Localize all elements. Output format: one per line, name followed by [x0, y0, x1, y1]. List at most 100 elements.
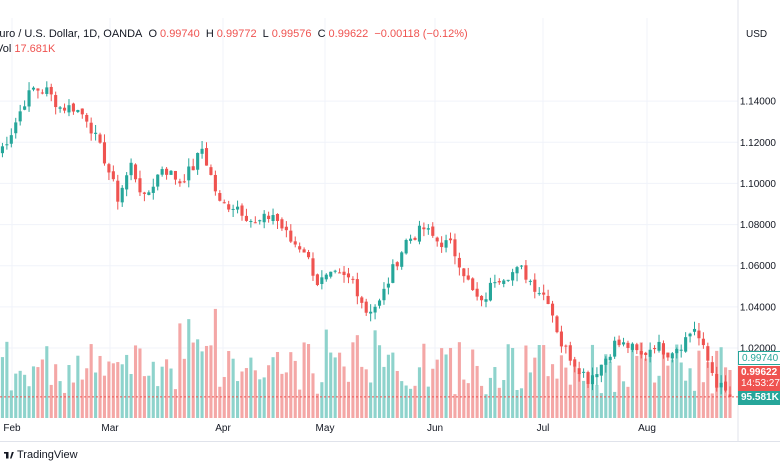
- candle-body: [688, 333, 692, 337]
- candle-body: [559, 331, 563, 347]
- volume-bar: [27, 386, 31, 418]
- candle-body: [360, 297, 364, 303]
- volume-bar: [40, 359, 44, 418]
- candle-body: [107, 164, 111, 173]
- candle-body: [36, 88, 40, 91]
- candle-body: [404, 239, 408, 254]
- candle-body: [142, 192, 146, 194]
- volume-bar: [280, 373, 284, 418]
- volume-bar: [200, 351, 204, 418]
- volume-bar: [639, 342, 643, 418]
- candle-body: [706, 346, 710, 361]
- volume-bar: [302, 342, 306, 418]
- volume-bar: [9, 390, 13, 418]
- branding[interactable]: TradingView: [4, 449, 78, 461]
- volume-bar: [76, 355, 80, 418]
- volume-bar: [98, 355, 102, 418]
- time-tick-label: Aug: [638, 423, 656, 434]
- volume-bar: [275, 351, 280, 418]
- candle-body: [617, 339, 621, 346]
- candle-body: [89, 122, 93, 134]
- candle-body: [661, 343, 666, 355]
- volume-bar: [511, 347, 515, 418]
- volume-bar: [227, 351, 231, 418]
- volume-bar: [613, 391, 617, 418]
- volume-bar: [582, 380, 586, 418]
- volume-bar: [453, 394, 457, 418]
- volume-bar: [125, 354, 129, 418]
- volume-bar: [120, 364, 124, 418]
- volume-bar: [89, 344, 93, 418]
- price-tick-label: 1.10000: [740, 179, 777, 190]
- volume-bar: [542, 345, 546, 418]
- candle-body: [173, 170, 178, 180]
- candle-body: [31, 87, 36, 90]
- volume-bar: [706, 362, 710, 418]
- volume-bar: [36, 367, 40, 418]
- volume-bar: [311, 373, 315, 418]
- time-tick-label: Feb: [3, 423, 21, 434]
- volume-bar: [320, 382, 324, 418]
- volume-bar: [555, 378, 559, 418]
- symbol-legend: Euro / U.S. Dollar, 1D, OANDA O 0.99740 H…: [0, 28, 471, 40]
- candle-body: [253, 222, 257, 224]
- candle-body: [621, 342, 626, 345]
- volume-bar: [151, 361, 155, 418]
- volume-bar: [528, 372, 532, 418]
- volume-bar: [577, 372, 581, 418]
- volume-bar: [413, 385, 417, 418]
- volume-bar: [116, 362, 120, 418]
- candle-body: [493, 282, 497, 284]
- candle-body: [497, 281, 501, 283]
- volume-bar: [644, 358, 648, 418]
- candle-body: [275, 213, 280, 222]
- candle-body: [133, 164, 138, 180]
- price-tick-label: 1.06000: [740, 261, 777, 272]
- branding-text: TradingView: [17, 449, 78, 461]
- candle-body: [626, 342, 630, 348]
- candle-body: [435, 237, 439, 242]
- volume-bar: [267, 365, 271, 418]
- candle-body: [67, 105, 71, 113]
- candle-body: [555, 316, 559, 333]
- candle-body: [138, 178, 142, 193]
- volume-bar: [608, 361, 612, 418]
- volume-bar: [595, 384, 599, 418]
- volume-bar: [284, 372, 288, 418]
- candle-body: [14, 122, 18, 134]
- time-tick-label: Jul: [537, 423, 550, 434]
- volume-bar: [431, 368, 435, 418]
- volume-bar: [289, 352, 293, 418]
- volume-bar: [54, 364, 58, 418]
- candle-body: [111, 171, 115, 180]
- volume-bar: [355, 335, 359, 418]
- volume-bar: [404, 385, 408, 418]
- volume-bar: [471, 349, 475, 418]
- candle-body: [200, 148, 204, 154]
- volume-bar: [94, 372, 98, 418]
- candle-body: [129, 162, 133, 176]
- candle-body: [94, 132, 98, 134]
- candle-body: [466, 275, 470, 280]
- candle-body: [639, 351, 643, 355]
- candle-body: [426, 228, 430, 230]
- volume-bar: [107, 361, 111, 418]
- candle-body: [524, 265, 528, 280]
- currency-label: USD: [746, 29, 768, 40]
- candle-body: [590, 375, 595, 385]
- candle-body: [564, 345, 568, 347]
- candle-body: [613, 340, 617, 357]
- volume-bar: [621, 381, 626, 418]
- volume-bar: [218, 386, 222, 418]
- candle-body: [391, 264, 395, 283]
- chart-grid: [0, 0, 739, 441]
- volume-bar: [231, 358, 235, 418]
- volume-bar: [480, 385, 484, 418]
- candle-body: [528, 280, 532, 282]
- candle-body: [85, 114, 89, 122]
- volume-bar: [537, 345, 541, 418]
- candle-body: [169, 170, 173, 175]
- candle-body: [218, 193, 222, 201]
- candle-body: [586, 372, 590, 384]
